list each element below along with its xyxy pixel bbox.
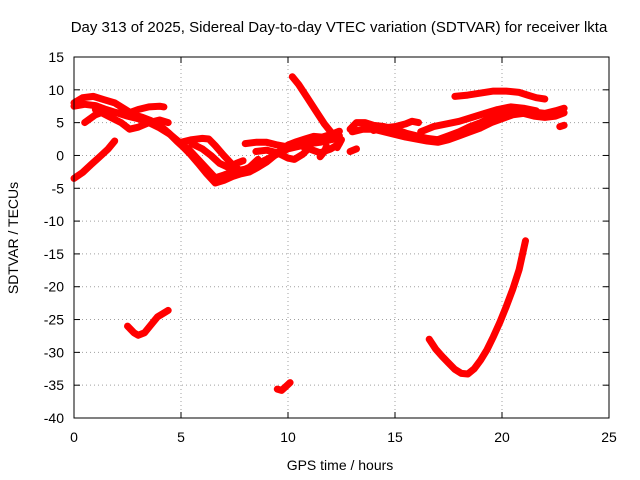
series-trace-v [273, 379, 294, 394]
y-tick-label: 5 [56, 115, 64, 131]
axis-ticks: 0 5 10 15 20 25 -40 -35 -30 -25 -20 -15 -10 -5 0 5 10 15 [44, 49, 617, 445]
series-trace-o [348, 109, 568, 146]
y-axis-label: SDTVAR / TECUs [5, 182, 21, 294]
series-trace-k [316, 142, 330, 161]
series-trace-e [177, 134, 262, 175]
series-trace-s [556, 121, 568, 131]
series-trace-f [188, 140, 247, 171]
x-axis-label: GPS time / hours [287, 457, 394, 473]
y-tick-label: -15 [44, 246, 64, 262]
series-trace-d [91, 106, 172, 133]
series-trace-t [425, 237, 529, 378]
x-tick-label: 25 [601, 429, 617, 445]
x-tick-label: 15 [387, 429, 403, 445]
series-trace-l [333, 136, 345, 152]
y-tick-label: -10 [44, 213, 64, 229]
series-trace-q [417, 103, 540, 136]
series-trace-u [124, 306, 172, 339]
y-tick-label: -30 [44, 344, 64, 360]
y-tick-label: 0 [56, 147, 64, 163]
plot-frame [73, 56, 610, 419]
x-tick-label: 0 [70, 429, 78, 445]
series-trace-r [451, 87, 549, 103]
series-trace-m [346, 145, 360, 155]
series-trace-i [70, 137, 119, 182]
x-tick-label: 10 [280, 429, 296, 445]
y-tick-label: -5 [52, 180, 65, 196]
y-tick-label: 10 [48, 82, 64, 98]
series-trace-p [370, 117, 422, 134]
series-group [70, 73, 568, 394]
x-tick-label: 5 [177, 429, 185, 445]
chart-title: Day 313 of 2025, Sidereal Day-to-day VTE… [71, 19, 608, 36]
y-tick-label: -20 [44, 279, 64, 295]
series-trace-h [252, 144, 313, 163]
series-trace-j [288, 73, 343, 140]
y-tick-label: -40 [44, 410, 64, 426]
y-tick-label: -25 [44, 312, 64, 328]
x-tick-label: 20 [494, 429, 510, 445]
y-tick-label: 15 [48, 49, 64, 65]
y-tick-label: -35 [44, 377, 64, 393]
